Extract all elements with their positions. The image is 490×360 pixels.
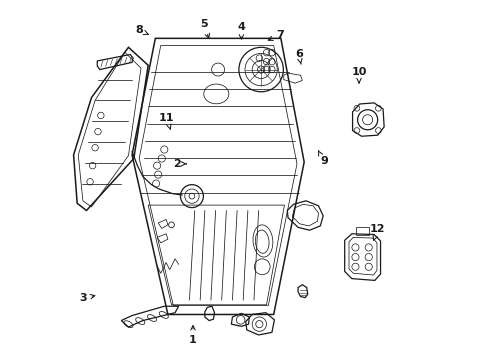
Text: 1: 1 bbox=[189, 325, 197, 345]
Text: 12: 12 bbox=[370, 225, 386, 240]
Text: 9: 9 bbox=[318, 151, 328, 166]
Text: 11: 11 bbox=[159, 113, 174, 129]
Text: 5: 5 bbox=[200, 19, 209, 38]
Text: 7: 7 bbox=[269, 30, 284, 40]
Text: 10: 10 bbox=[351, 67, 367, 83]
Text: 4: 4 bbox=[238, 22, 245, 39]
Text: 3: 3 bbox=[79, 293, 95, 303]
Text: 6: 6 bbox=[295, 49, 303, 64]
Text: 8: 8 bbox=[135, 26, 148, 35]
Text: 2: 2 bbox=[173, 159, 186, 169]
